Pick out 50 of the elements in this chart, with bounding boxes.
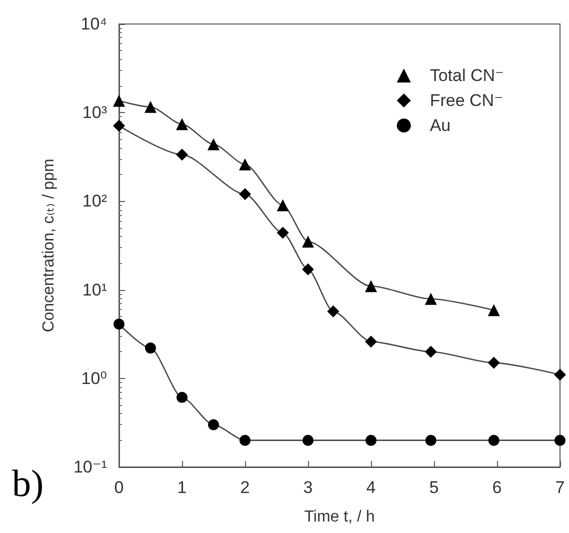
point (302, 263, 314, 276)
point (276, 199, 289, 212)
y-tick-label: 10⁻¹ (73, 458, 108, 476)
point (488, 356, 500, 369)
x-tick-label: 5 (429, 478, 439, 497)
x-tick-label: 7 (555, 478, 565, 497)
point (114, 318, 124, 330)
point (488, 304, 500, 316)
point (144, 100, 156, 113)
point (488, 434, 500, 446)
y-tick-label: 10⁴ (80, 14, 107, 34)
point (239, 188, 251, 200)
x-tick-label: 6 (492, 478, 502, 497)
point (145, 342, 156, 354)
x-tick-label: 1 (177, 478, 187, 497)
point (425, 434, 436, 446)
text: b) (12, 463, 44, 505)
y-tick-label: 10⁰ (81, 368, 108, 388)
x-tick-label: 4 (366, 478, 376, 497)
point (365, 336, 377, 348)
y-axis-title: Concentration, c₍ₜ₎ / ppm (40, 158, 58, 332)
y-tick-label: 10¹ (82, 280, 108, 300)
legend-label: Total CN⁻ (430, 66, 504, 85)
point (176, 118, 188, 130)
legend-label: Free CN⁻ (430, 91, 504, 110)
x-tick-label: 0 (114, 478, 124, 497)
point (276, 226, 289, 239)
y-tick-label: 10² (82, 192, 108, 211)
point (365, 280, 377, 292)
x-tick-label: 3 (303, 478, 313, 497)
point (208, 419, 219, 430)
x-tick-label: 2 (240, 478, 250, 497)
point (239, 158, 251, 170)
point (176, 148, 188, 161)
x-axis-title: Time t, / h (304, 508, 375, 526)
point (302, 434, 314, 446)
legend-label: Au (430, 116, 451, 135)
point (554, 434, 566, 446)
point (113, 120, 125, 132)
point (554, 368, 566, 381)
point (208, 138, 220, 150)
point (327, 305, 340, 318)
y-tick-label: 10³ (82, 103, 108, 122)
point (424, 292, 437, 305)
point (240, 434, 250, 446)
point (424, 346, 437, 358)
point (113, 94, 125, 107)
point (366, 434, 376, 446)
point (176, 392, 188, 403)
point (302, 236, 314, 248)
